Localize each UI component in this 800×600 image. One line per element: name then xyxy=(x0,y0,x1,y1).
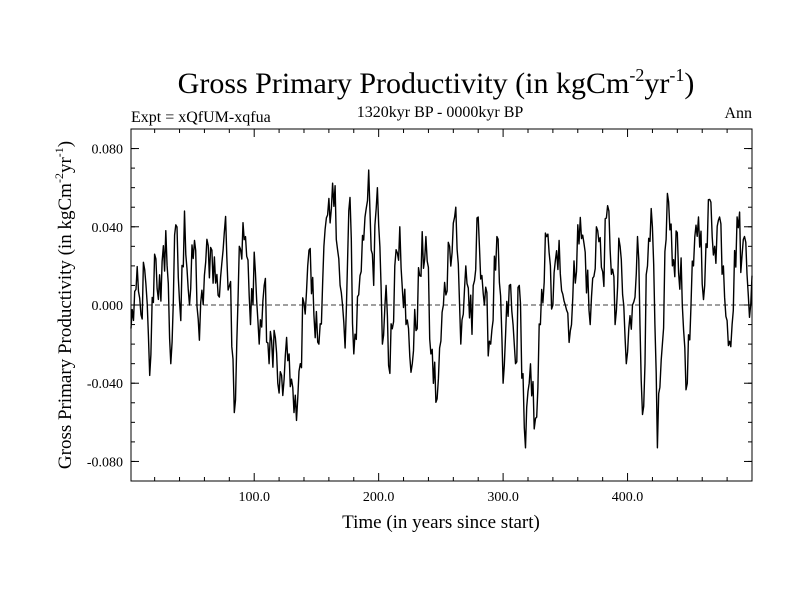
y-axis-label: Gross Primary Productivity (in kgCm-2yr-… xyxy=(52,141,76,469)
x-tick-label: 400.0 xyxy=(612,490,644,505)
y-axis-ticks: 0.080 0.040 0.000 -0.040 -0.080 xyxy=(87,143,752,470)
y-tick-label: 0.000 xyxy=(92,299,124,314)
y-tick-label: 0.080 xyxy=(92,143,124,158)
series-line xyxy=(130,169,753,449)
y-tick-label: 0.040 xyxy=(92,221,124,236)
chart-title: Gross Primary Productivity (in kgCm-2yr-… xyxy=(178,65,695,100)
x-axis-label: Time (in years since start) xyxy=(342,512,540,533)
experiment-label: Expt = xQfUM-xqfua xyxy=(131,109,271,126)
y-tick-label: -0.080 xyxy=(87,455,123,470)
season-label: Ann xyxy=(724,105,752,122)
x-tick-label: 300.0 xyxy=(487,490,519,505)
x-tick-label: 200.0 xyxy=(363,490,395,505)
x-tick-label: 100.0 xyxy=(238,490,270,505)
y-tick-label: -0.040 xyxy=(87,377,123,392)
time-range-label: 1320kyr BP - 0000kyr BP xyxy=(357,104,524,121)
x-axis-ticks: 100.0 200.0 300.0 400.0 xyxy=(154,129,728,505)
plot-frame xyxy=(130,128,753,482)
